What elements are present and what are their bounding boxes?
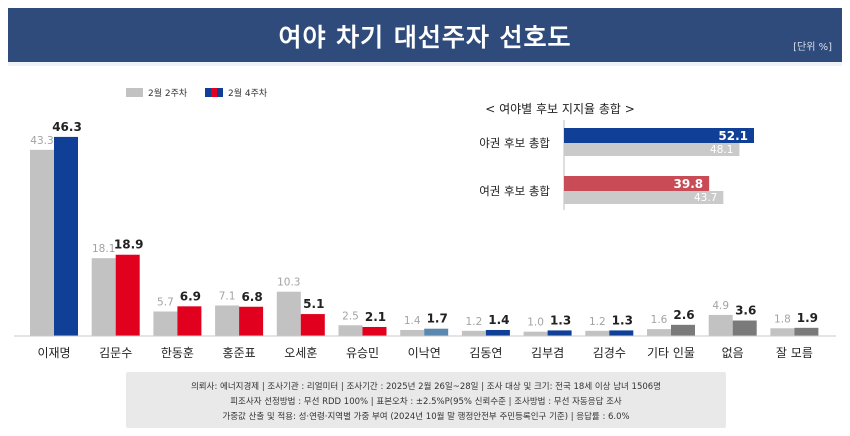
value-label-period1-1: 18.1 — [92, 243, 115, 255]
bar-period2-11 — [732, 320, 757, 336]
category-label-6: 이낙연 — [408, 346, 441, 360]
summary-value-current-1: 39.8 — [674, 177, 704, 191]
bar-period1-0 — [30, 149, 54, 336]
legend-swatch-period2-blue — [205, 88, 211, 97]
value-label-period1-0: 43.3 — [30, 135, 53, 147]
bar-period1-11 — [708, 314, 733, 336]
bar-period1-5 — [338, 325, 363, 336]
bar-period1-10 — [647, 329, 671, 336]
summary-bar-previous-0 — [564, 143, 740, 156]
category-label-8: 김부겸 — [531, 346, 564, 360]
summary-value-previous-1: 43.7 — [694, 192, 717, 204]
summary-bar-previous-1 — [564, 191, 724, 204]
legend-swatch-period2-red — [211, 88, 217, 97]
legend-label-period1: 2월 2주차 — [148, 87, 188, 99]
value-label-period2-11: 3.6 — [735, 304, 756, 318]
value-label-period2-7: 1.4 — [488, 313, 509, 327]
value-label-period1-4: 10.3 — [277, 277, 300, 289]
value-label-period1-11: 4.9 — [712, 300, 729, 312]
value-label-period2-4: 5.1 — [303, 297, 324, 311]
summary-bar-current-1 — [564, 176, 710, 191]
bar-period1-2 — [153, 311, 178, 336]
bar-period1-12 — [770, 328, 795, 336]
survey-info-line-1: 의뢰사: 에너지경제 | 조사기관 : 리얼미터 | 조사기간 : 2025년 … — [190, 382, 661, 392]
value-label-period1-10: 1.6 — [651, 314, 668, 326]
category-label-5: 유승민 — [346, 346, 379, 360]
summary-title: < 여야별 후보 지지율 총합 > — [485, 102, 635, 116]
value-label-period2-5: 2.1 — [365, 310, 386, 324]
summary-value-current-0: 52.1 — [718, 129, 748, 143]
value-label-period1-5: 2.5 — [342, 310, 359, 322]
category-label-3: 홍준표 — [223, 346, 256, 360]
unit-label: [단위 %] — [793, 42, 832, 53]
bar-period2-5 — [362, 326, 387, 336]
category-label-12: 잘 모름 — [776, 346, 813, 360]
category-label-9: 김경수 — [593, 346, 626, 360]
bar-period2-4 — [300, 314, 325, 336]
bar-period2-1 — [115, 254, 140, 336]
value-label-period2-10: 2.6 — [673, 308, 694, 322]
value-label-period2-8: 1.3 — [550, 313, 571, 327]
survey-info-line-3: 가중값 산출 및 적용: 성·연령·지역별 가중 부여 (2024년 10월 말… — [222, 412, 630, 422]
bar-period2-9 — [609, 330, 634, 336]
value-label-period1-9: 1.2 — [589, 316, 606, 328]
value-label-period2-3: 6.8 — [241, 290, 262, 304]
bar-period1-7 — [461, 330, 486, 336]
bar-period1-9 — [585, 330, 610, 336]
survey-info-box: 의뢰사: 에너지경제 | 조사기관 : 리얼미터 | 조사기간 : 2025년 … — [126, 372, 726, 428]
value-label-period2-2: 6.9 — [180, 289, 201, 303]
category-label-0: 이재명 — [37, 346, 70, 360]
legend-swatch-period1 — [126, 88, 143, 97]
legend-label-period2: 2월 4주차 — [228, 87, 268, 99]
bar-period1-6 — [400, 329, 425, 336]
legend: 2월 2주차 2월 4주차 — [126, 87, 268, 99]
summary-chart: 야권 후보 총합 52.148.1 여권 후보 총합 39.843.7 — [479, 120, 754, 210]
bar-period2-0 — [54, 136, 78, 336]
category-label-11: 없음 — [722, 346, 744, 360]
value-label-period2-12: 1.9 — [797, 311, 818, 325]
bar-period2-7 — [485, 329, 510, 336]
bar-period2-3 — [239, 306, 264, 336]
summary-value-previous-0: 48.1 — [710, 144, 733, 156]
value-label-period1-2: 5.7 — [157, 296, 174, 308]
category-label-10: 기타 인물 — [647, 346, 695, 360]
bar-period1-3 — [215, 305, 240, 336]
value-label-period2-0: 46.3 — [52, 120, 82, 134]
value-label-period2-6: 1.7 — [427, 312, 448, 326]
summary-bar-current-0 — [564, 128, 754, 143]
chart-title: 여야 차기 대선주자 선호도 — [278, 23, 572, 52]
bar-period2-6 — [424, 328, 449, 336]
bar-period2-8 — [547, 330, 572, 336]
header-shadow — [8, 62, 842, 66]
survey-info-line-2: 피조사자 선정방법 : 무선 RDD 100% | 표본오차 : ±2.5%P(… — [230, 397, 622, 407]
value-label-period2-9: 1.3 — [612, 313, 633, 327]
value-label-period2-1: 18.9 — [114, 238, 144, 252]
value-label-period1-12: 1.8 — [774, 313, 791, 325]
value-label-period1-6: 1.4 — [404, 315, 421, 327]
value-label-period1-8: 1.0 — [527, 317, 544, 329]
value-label-period1-7: 1.2 — [466, 316, 483, 328]
bar-period2-10 — [671, 324, 695, 336]
bar-period2-2 — [177, 306, 202, 336]
bar-period2-12 — [794, 327, 819, 336]
summary-category-0: 야권 후보 총합 — [479, 136, 550, 150]
legend-swatch-period2-blue2 — [217, 88, 223, 97]
bar-period1-1 — [91, 258, 116, 336]
summary-category-1: 여권 후보 총합 — [479, 184, 550, 198]
bar-group: 43.346.3 이재명 18.118.9 김문수 5.7 6.9 한동훈 7.1 6.8 홍준표… — [30, 120, 819, 360]
category-label-1: 김문수 — [99, 346, 132, 360]
category-label-2: 한동훈 — [161, 346, 194, 360]
bar-period1-4 — [276, 291, 301, 336]
category-label-4: 오세훈 — [284, 346, 317, 360]
bar-period1-8 — [523, 331, 548, 336]
category-label-7: 김동연 — [469, 346, 502, 360]
value-label-period1-3: 7.1 — [219, 290, 236, 302]
title-banner: 여야 차기 대선주자 선호도 [단위 %] — [8, 8, 842, 62]
